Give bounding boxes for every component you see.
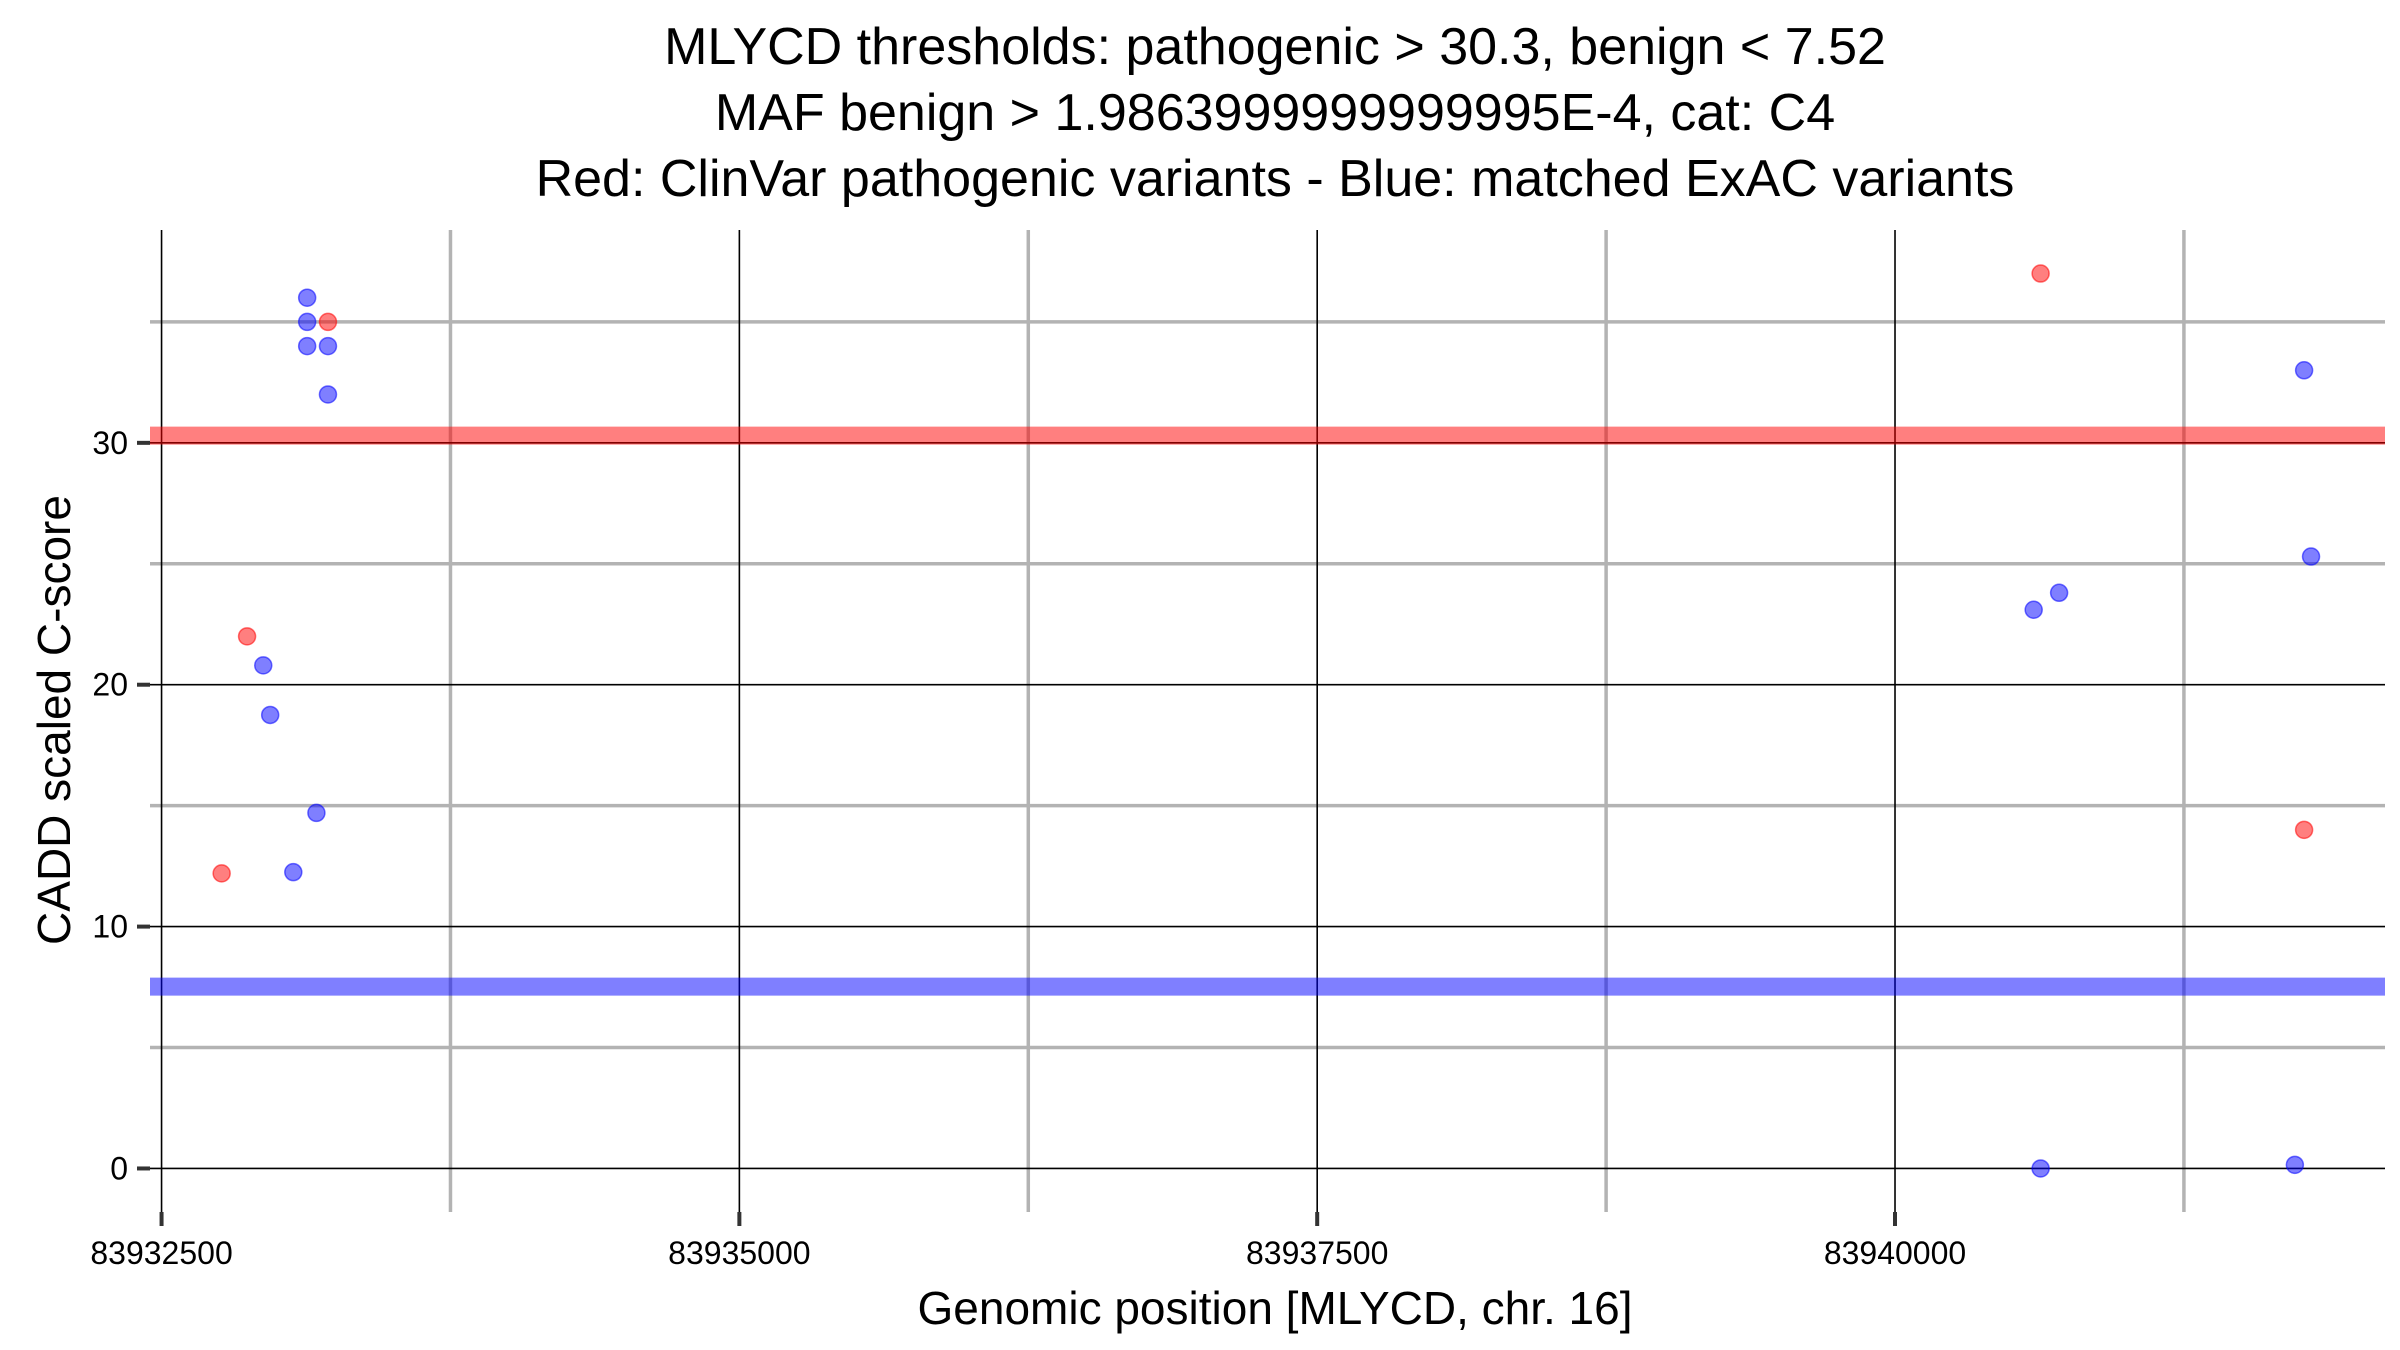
x-tick-label: 83940000 [1824, 1235, 1966, 1271]
exac-variant-point [2049, 583, 2069, 603]
exac-variant-point [260, 705, 280, 725]
x-tick-label: 83932500 [90, 1235, 232, 1271]
chart-title-line-3: Red: ClinVar pathogenic variants - Blue:… [536, 150, 2015, 208]
axis-ticks: 0 10 20 30 83932500 83935000 83937500 83940000 [90, 425, 1966, 1271]
pathogenic-variant-point [2294, 820, 2314, 840]
x-tick-label: 83935000 [668, 1235, 810, 1271]
grid-lines [150, 230, 2385, 1212]
chart-title-line-2: MAF benign > 1.9863999999999995E-4, cat:… [715, 84, 1835, 142]
chart-title: MLYCD thresholds: pathogenic > 30.3, ben… [536, 18, 2015, 208]
y-tick-label: 20 [92, 667, 128, 703]
x-tick-label: 83937500 [1246, 1235, 1388, 1271]
exac-variant-point [254, 656, 273, 675]
exac-variant-point [297, 312, 317, 332]
exac-variant-point [297, 288, 317, 307]
exac-variant-point [2031, 1159, 2050, 1178]
pathogenic-variant-point [237, 627, 257, 646]
threshold-lines [150, 426, 2385, 996]
exac-variant-point [2285, 1155, 2305, 1175]
pathogenic-variant-point [2031, 264, 2050, 283]
y-tick-label: 30 [92, 425, 128, 461]
y-tick-label: 10 [92, 909, 128, 945]
x-axis-title: Genomic position [MLYCD, chr. 16] [918, 1282, 1633, 1334]
exac-variant-point [318, 385, 338, 404]
data-points [212, 264, 2321, 1178]
exac-variant-point [318, 336, 338, 356]
pathogenic-variant-point [318, 312, 338, 332]
exac-variant-point [2301, 547, 2321, 566]
exac-variant-point [2294, 361, 2314, 380]
pathogenic-variant-point [212, 864, 231, 883]
y-tick-label: 0 [110, 1150, 128, 1186]
exac-variant-point [284, 862, 303, 882]
exac-variant-point [307, 803, 326, 823]
y-axis-title: CADD scaled C-score [28, 495, 80, 945]
exac-variant-point [297, 336, 317, 356]
exac-variant-point [2024, 600, 2043, 619]
chart-title-line-1: MLYCD thresholds: pathogenic > 30.3, ben… [664, 18, 1886, 76]
